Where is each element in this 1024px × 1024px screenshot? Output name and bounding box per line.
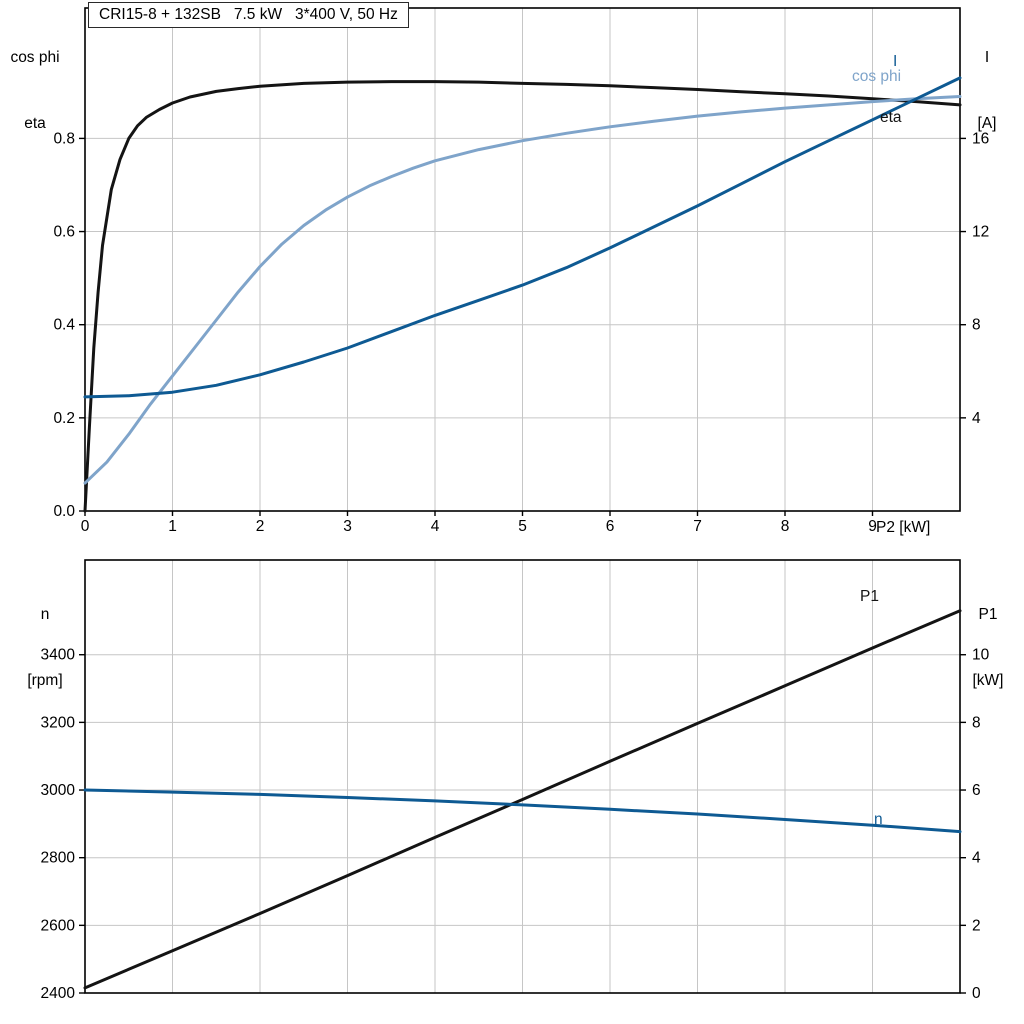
left-axis-label-top-chart: cos phi eta	[4, 3, 66, 157]
curve-label-eta: eta	[880, 109, 902, 126]
tick-label: 0.6	[53, 224, 75, 241]
tick-label: 8	[972, 317, 981, 334]
tick-label: 3000	[41, 782, 76, 799]
tick-label: 0.0	[53, 503, 75, 520]
tick-label: 2	[972, 917, 981, 934]
x-axis-label: P2 [kW]	[876, 519, 931, 536]
right-axis-label-top-chart: I [A]	[964, 3, 1010, 157]
left-axis-label-line1: n	[40, 606, 50, 623]
tick-label: 7	[693, 518, 702, 535]
curve-i	[83, 76, 962, 399]
tick-label: 4	[972, 410, 981, 427]
chart-title-box: CRI15-8 + 132SB 7.5 kW 3*400 V, 50 Hz	[88, 2, 409, 28]
curve-n	[83, 788, 962, 834]
tick-label: 2	[256, 518, 265, 535]
tick-label: 8	[781, 518, 790, 535]
tick-label: 0.2	[53, 410, 75, 427]
curve-eta	[83, 80, 962, 513]
left-axis-label-bottom-chart: n [rpm]	[16, 560, 74, 714]
tick-label: 5	[518, 518, 527, 535]
tick-label: 6	[606, 518, 615, 535]
tick-label: 2800	[41, 850, 76, 867]
tick-label: 0.8	[53, 130, 75, 147]
tick-label: 12	[972, 224, 989, 241]
tick-label: 4	[972, 850, 981, 867]
curve-label-p1: P1	[860, 588, 879, 605]
tick-label: 6	[972, 782, 981, 799]
tick-label: 2400	[41, 985, 76, 1002]
tick-label: 2600	[41, 917, 76, 934]
tick-label: 3200	[41, 714, 76, 731]
left-axis-label-line1: cos phi	[10, 49, 60, 66]
tick-label: 0	[81, 518, 90, 535]
right-axis-label-line2: [kW]	[972, 672, 1004, 689]
tick-label: 0	[972, 985, 981, 1002]
left-axis-label-line2: eta	[24, 115, 46, 132]
right-axis-label-line2: [A]	[977, 115, 997, 132]
tick-label: 0.4	[53, 317, 75, 334]
left-axis-label-line2: [rpm]	[27, 672, 63, 689]
tick-label: 10	[972, 647, 990, 664]
tick-label: 1	[168, 518, 177, 535]
curve-label-cos-phi: cos phi	[852, 68, 902, 85]
right-axis-label-line1: P1	[978, 606, 998, 623]
curve-cos-phi	[83, 95, 962, 485]
curve-label-current: I	[893, 53, 898, 70]
tick-label: 16	[972, 130, 989, 147]
tick-label: 3400	[41, 647, 76, 664]
right-axis-label-line1: I	[984, 49, 990, 66]
plot-frame	[84, 559, 961, 994]
right-axis-label-bottom-chart: P1 [kW]	[962, 560, 1014, 714]
tick-label: 8	[972, 714, 981, 731]
tick-label: 4	[431, 518, 440, 535]
curve-p1	[83, 609, 962, 990]
curve-label-n: n	[874, 811, 883, 828]
tick-label: 3	[343, 518, 352, 535]
tick-label: 9	[868, 518, 877, 535]
